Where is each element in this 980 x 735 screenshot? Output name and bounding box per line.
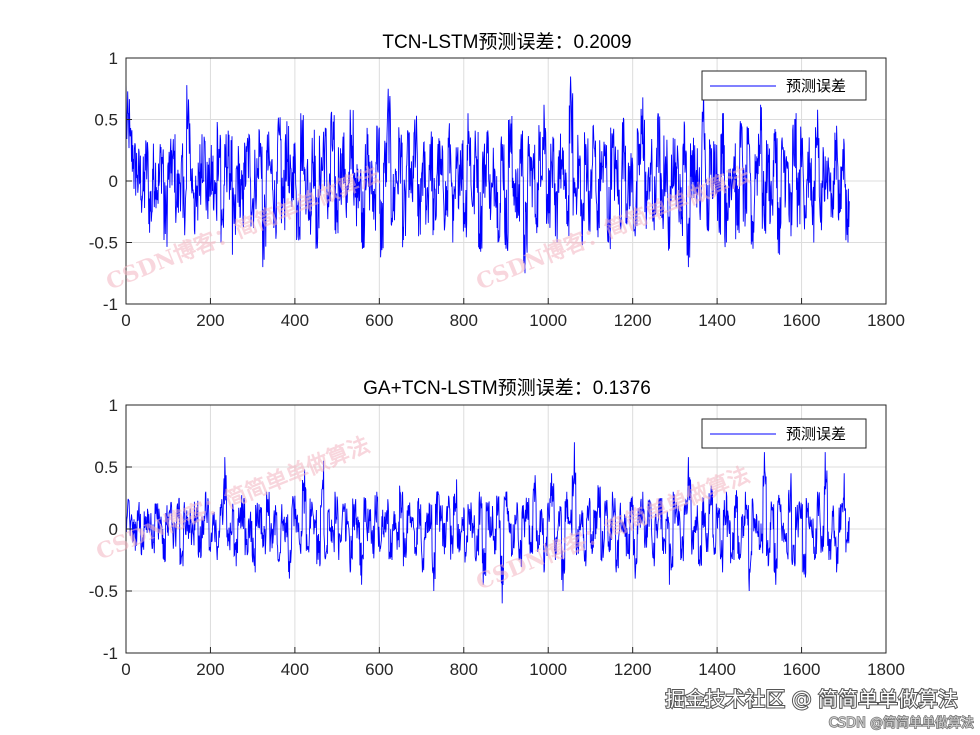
x-tick-label: 1000 (529, 660, 567, 679)
x-tick-label: 1600 (783, 660, 821, 679)
subplot-2-x-ticks: 0 200 400 600 800 1000 1200 1400 1600 1800 (121, 647, 905, 679)
x-tick-label: 1800 (867, 660, 905, 679)
y-tick-label: 0.5 (94, 111, 118, 130)
y-tick-label: -0.5 (89, 234, 118, 253)
subplot-1-series-line (125, 76, 850, 274)
footer-sub-text: CSDN @简简单单做算法 (829, 715, 974, 731)
x-tick-label: 1600 (783, 311, 821, 330)
subplot-1-legend-label: 预测误差 (786, 77, 846, 95)
y-tick-label: -1 (103, 295, 118, 314)
y-tick-label: 0.5 (94, 458, 118, 477)
subplot-1-legend: 预测误差 (701, 70, 867, 101)
subplot-1-x-ticks: 0 200 400 600 800 1000 1200 1400 1600 1800 (121, 298, 905, 330)
y-tick-label: 1 (109, 49, 118, 68)
series-line-1-0 (125, 442, 850, 604)
x-tick-label: 1000 (529, 311, 567, 330)
subplot-2-title: GA+TCN-LSTM预测误差：0.1376 (363, 377, 651, 399)
x-tick-label: 1200 (614, 660, 652, 679)
y-tick-label: -1 (103, 644, 118, 663)
x-tick-label: 800 (450, 660, 478, 679)
x-tick-label: 400 (281, 311, 309, 330)
subplot-2-legend-label: 预测误差 (786, 425, 846, 443)
x-tick-label: 1800 (867, 311, 905, 330)
footer-main-text: 掘金技术社区 @ 简简单单做算法 (665, 687, 958, 711)
subplot-2-legend: 预测误差 (701, 418, 867, 449)
x-tick-label: 1400 (698, 311, 736, 330)
x-tick-label: 600 (365, 660, 393, 679)
x-tick-label: 0 (121, 660, 130, 679)
x-tick-label: 600 (365, 311, 393, 330)
subplot-tcn-lstm: TCN-LSTM预测误差：0.2009 0 200 400 600 800 1000 120… (89, 31, 905, 330)
subplot-1-y-ticks: 1 0.5 0 -0.5 -1 (89, 49, 132, 314)
footer: 掘金技术社区 @ 简简单单做算法 CSDN @简简单单做算法 (664, 686, 974, 732)
subplot-1-title: TCN-LSTM预测误差：0.2009 (382, 31, 631, 53)
y-tick-label: 0 (109, 172, 118, 191)
subplot-2-y-ticks: 1 0.5 0 -0.5 -1 (89, 396, 132, 663)
x-tick-label: 200 (196, 660, 224, 679)
subplot-ga-tcn-lstm: GA+TCN-LSTM预测误差：0.1376 0 200 400 600 800 1000… (89, 377, 905, 679)
x-tick-label: 0 (121, 311, 130, 330)
x-tick-label: 1400 (698, 660, 736, 679)
x-tick-label: 1200 (614, 311, 652, 330)
y-tick-label: 1 (109, 396, 118, 415)
x-tick-label: 400 (281, 660, 309, 679)
x-tick-label: 200 (196, 311, 224, 330)
series-line-0-0 (125, 76, 850, 274)
y-tick-label: -0.5 (89, 582, 118, 601)
y-tick-label: 0 (109, 520, 118, 539)
subplot-2-series-line (125, 442, 850, 604)
x-tick-label: 800 (450, 311, 478, 330)
